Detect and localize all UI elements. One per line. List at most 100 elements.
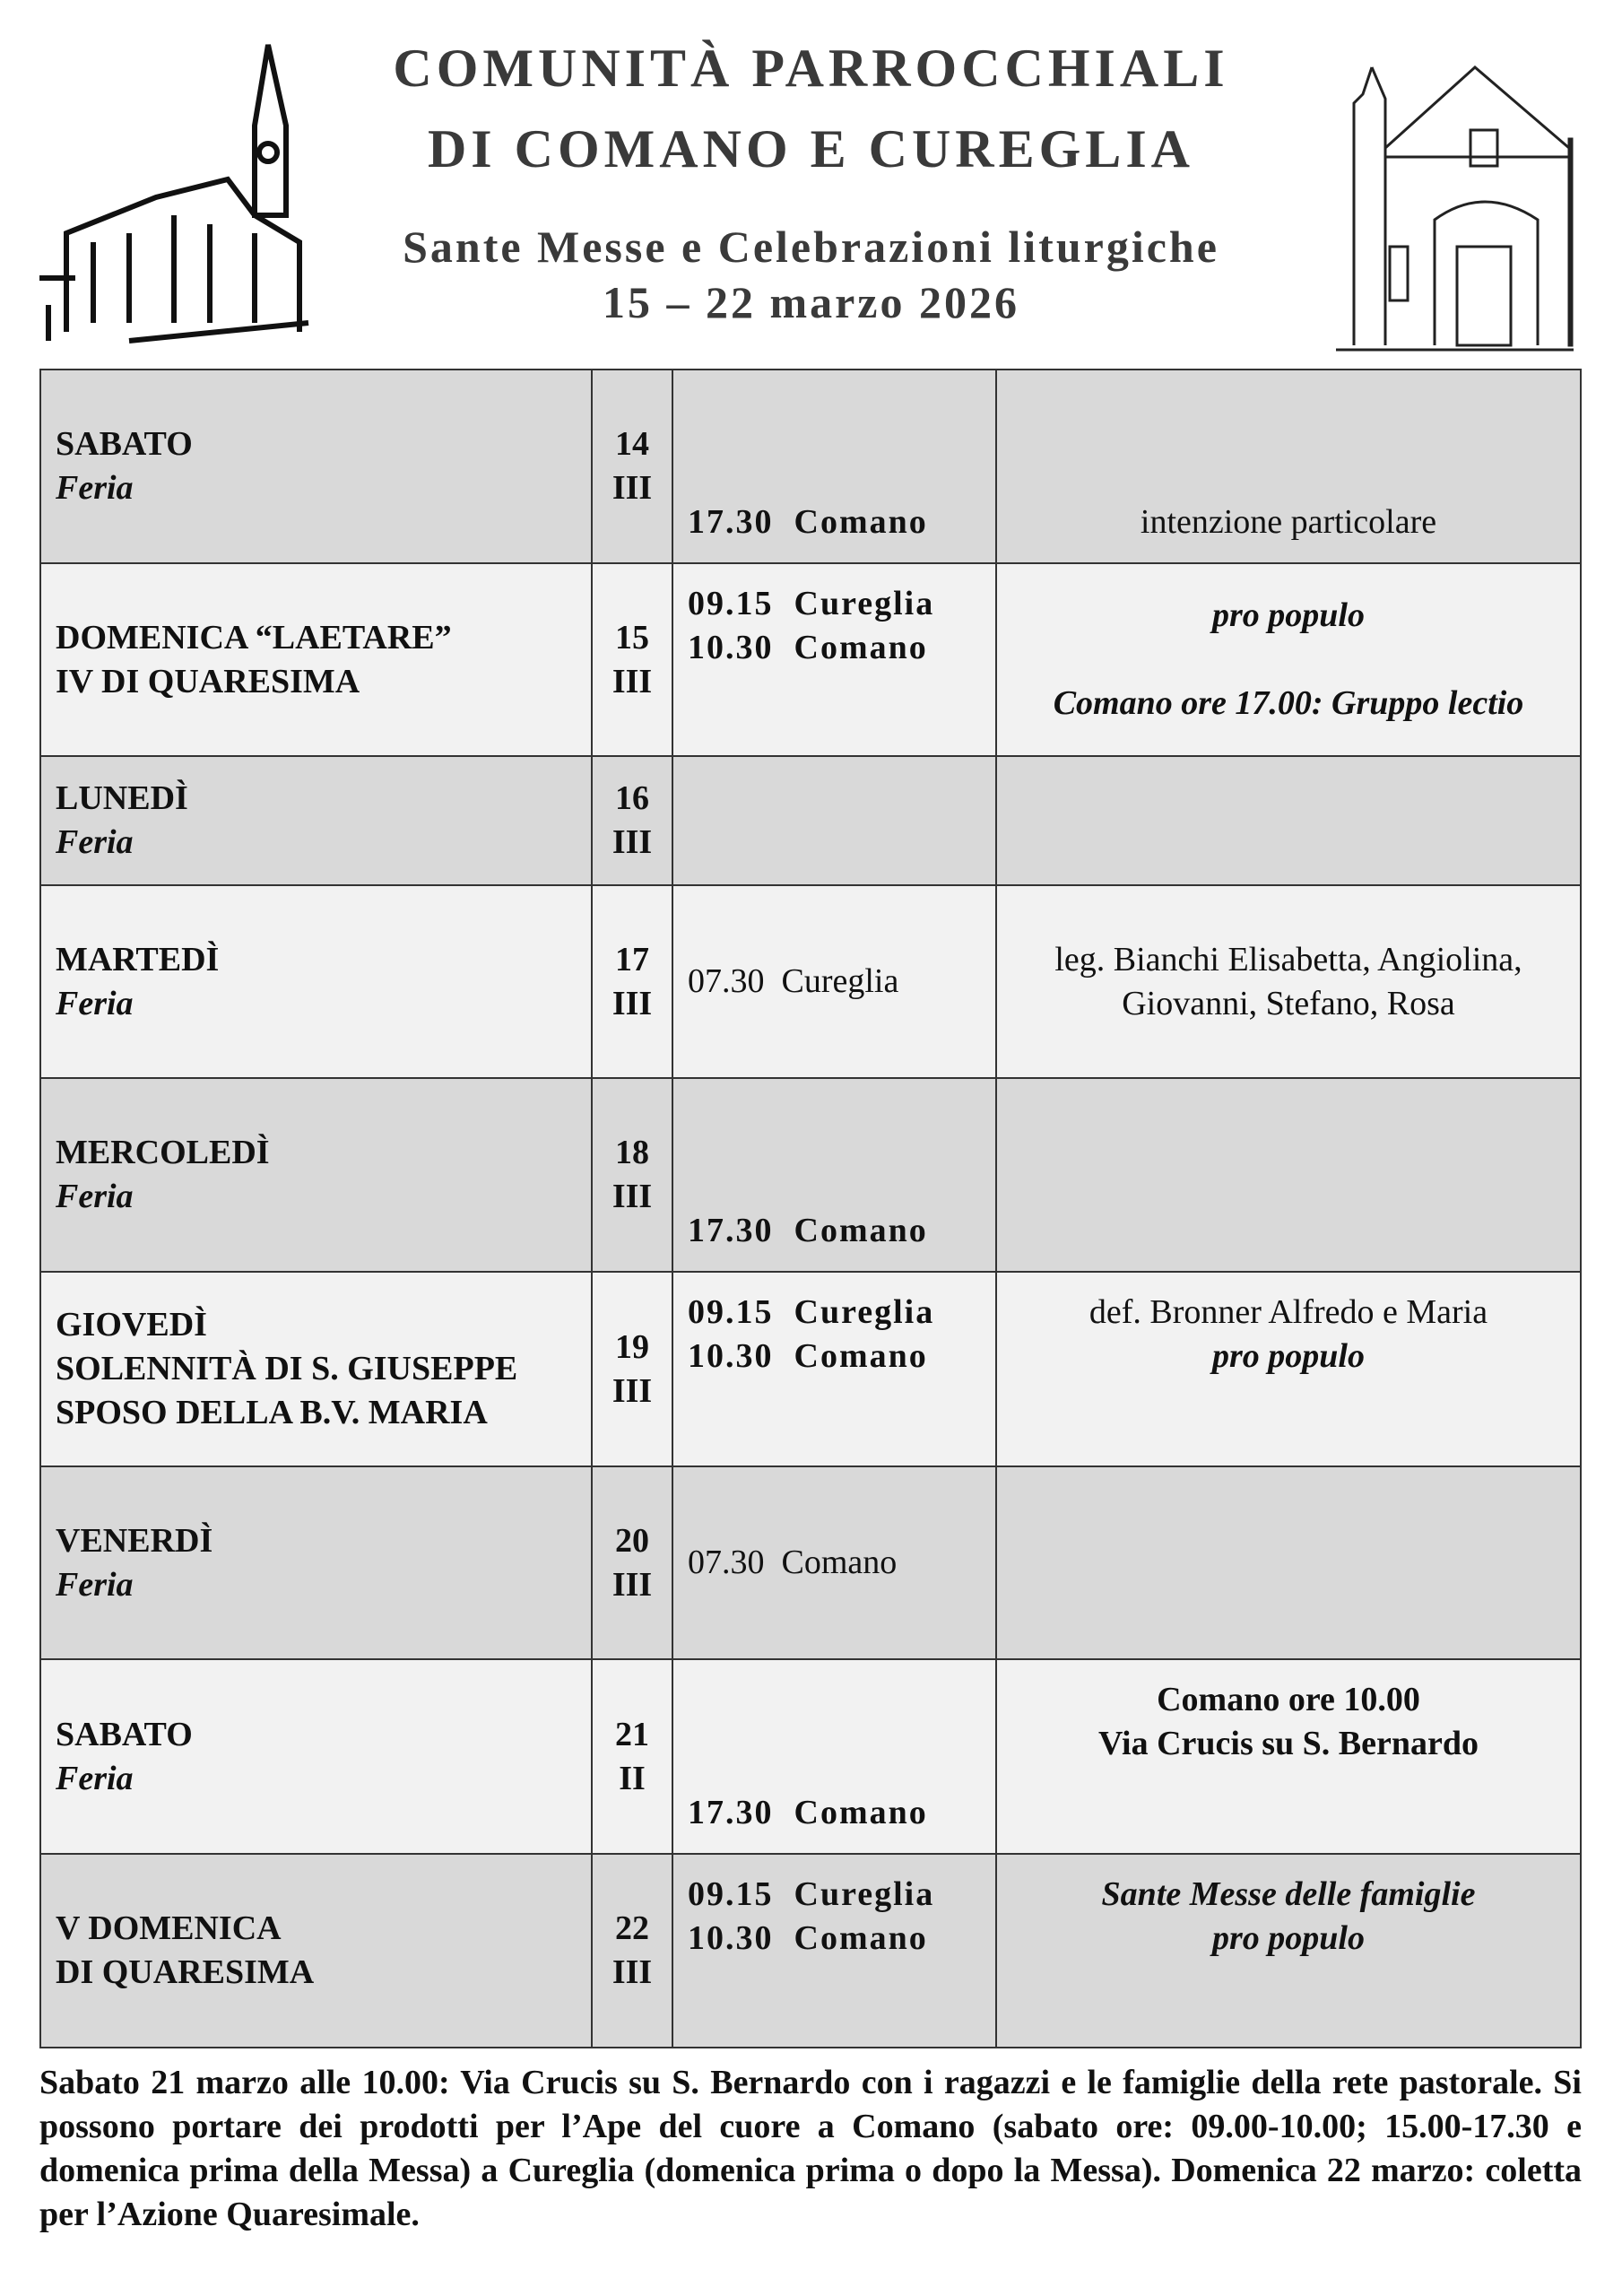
day-cell: SABATO Feria <box>39 369 593 564</box>
psalter-week: III <box>612 823 653 861</box>
day-cell: GIOVEDÌ SOLENNITÀ DI S. GIUSEPPE SPOSO DEL… <box>39 1271 593 1467</box>
day-cell: DOMENICA “LAETARE” IV DI QUARESIMA <box>39 562 593 757</box>
day-cell: VENERDÌ Feria <box>39 1465 593 1660</box>
note: pro populo <box>1212 1337 1365 1375</box>
table-row: V DOMENICA DI QUARESIMA 22 III 09.15 Cureg… <box>39 1853 1582 2048</box>
table-row: MERCOLEDÌ Feria 18 III 17.30 Comano <box>39 1077 1582 1273</box>
day-number: 19 <box>615 1327 649 1366</box>
psalter-week: III <box>612 984 653 1022</box>
note: leg. Bianchi Elisabetta, Angiolina, <box>1054 940 1522 978</box>
notes-cell <box>995 1077 1582 1273</box>
notes-cell: pro populo Comano ore 17.00: Gruppo lecti… <box>995 562 1582 757</box>
day-number: 18 <box>615 1134 649 1171</box>
day-name: MERCOLEDÌ <box>56 1134 270 1171</box>
psalter-week: III <box>612 1371 653 1410</box>
note: Giovanni, Stefano, Rosa <box>1122 984 1455 1022</box>
day-type: SOLENNITÀ DI S. GIUSEPPE <box>56 1350 518 1387</box>
times-cell <box>672 755 997 886</box>
note: Sante Messe delle famiglie <box>1101 1875 1476 1913</box>
note: pro populo <box>1212 596 1365 634</box>
times-cell: 09.15 Cureglia 10.30 Comano <box>672 1853 997 2048</box>
day-cell: SABATO Feria <box>39 1658 593 1855</box>
notes-cell: leg. Bianchi Elisabetta, Angiolina, Giova… <box>995 884 1582 1079</box>
notes-cell <box>995 755 1582 886</box>
notes-cell: Sante Messe delle famiglie pro populo <box>995 1853 1582 2048</box>
note: intenzione particolare <box>1140 503 1437 541</box>
mass-time: 09.15 Cureglia <box>688 1293 935 1331</box>
day-cell: MARTEDÌ Feria <box>39 884 593 1079</box>
date-cell: 14 III <box>591 369 673 564</box>
times-cell: 17.30 Comano <box>672 1077 997 1273</box>
day-type: Feria <box>56 469 134 507</box>
note: Comano ore 10.00 <box>1157 1681 1420 1718</box>
comano-church-illustration <box>39 44 309 344</box>
cureglia-church-illustration <box>1336 65 1574 352</box>
day-type: DI QUARESIMA <box>56 1953 315 1991</box>
date-cell: 19 III <box>591 1271 673 1467</box>
day-number: 17 <box>615 940 649 978</box>
mass-time: 07.30 Comano <box>688 1544 898 1581</box>
day-number: 15 <box>615 618 649 657</box>
psalter-week: III <box>612 1178 653 1215</box>
times-cell: 17.30 Comano <box>672 369 997 564</box>
table-row: SABATO Feria 21 II 17.30 Comano Comano ore… <box>39 1658 1582 1855</box>
day-cell: LUNEDÌ Feria <box>39 755 593 886</box>
table-row: GIOVEDÌ SOLENNITÀ DI S. GIUSEPPE SPOSO DEL… <box>39 1271 1582 1467</box>
day-number: 14 <box>615 425 649 463</box>
notes-cell <box>995 1465 1582 1660</box>
date-range: 15 – 22 marzo 2026 <box>602 277 1020 327</box>
day-type: Feria <box>56 1565 134 1604</box>
mass-time: 10.30 Comano <box>688 1337 928 1375</box>
notes-cell: intenzione particolare <box>995 369 1582 564</box>
day-type: SPOSO DELLA B.V. MARIA <box>56 1394 488 1431</box>
psalter-week: III <box>612 662 653 700</box>
day-name: DOMENICA “LAETARE” <box>56 618 452 657</box>
day-name: VENERDÌ <box>56 1521 213 1560</box>
mass-time: 09.15 Cureglia <box>688 1875 935 1913</box>
table-row: SABATO Feria 14 III 17.30 Comano intenzion… <box>39 369 1582 564</box>
day-number: 16 <box>615 779 649 817</box>
times-cell: 07.30 Cureglia <box>672 884 997 1079</box>
day-name: GIOVEDÌ <box>56 1306 207 1344</box>
note: Via Crucis su S. Bernardo <box>1097 1725 1479 1762</box>
schedule-table: SABATO Feria 14 III 17.30 Comano intenzion… <box>39 369 1582 2048</box>
date-cell: 17 III <box>591 884 673 1079</box>
date-cell: 20 III <box>591 1465 673 1660</box>
times-cell: 17.30 Comano <box>672 1658 997 1855</box>
psalter-week: III <box>612 469 653 507</box>
mass-time: 10.30 Comano <box>688 1919 928 1957</box>
day-type: IV DI QUARESIMA <box>56 662 360 700</box>
psalter-week: III <box>612 1565 653 1604</box>
mass-time: 17.30 Comano <box>688 1212 928 1249</box>
day-cell: MERCOLEDÌ Feria <box>39 1077 593 1273</box>
notes-cell: Comano ore 10.00 Via Crucis su S. Bernard… <box>995 1658 1582 1855</box>
day-number: 20 <box>615 1521 649 1560</box>
day-type: Feria <box>56 823 134 861</box>
date-cell: 18 III <box>591 1077 673 1273</box>
day-name: V DOMENICA <box>56 1909 282 1947</box>
table-row: VENERDÌ Feria 20 III 07.30 Comano <box>39 1465 1582 1660</box>
subtitle: Sante Messe e Celebrazioni liturgiche <box>403 222 1219 272</box>
day-name: SABATO <box>56 1715 193 1753</box>
day-cell: V DOMENICA DI QUARESIMA <box>39 1853 593 2048</box>
table-row: MARTEDÌ Feria 17 III 07.30 Cureglia leg. B… <box>39 884 1582 1079</box>
mass-time: 17.30 Comano <box>688 1794 928 1831</box>
date-cell: 21 II <box>591 1658 673 1855</box>
day-type: Feria <box>56 984 134 1022</box>
day-number: 21 <box>615 1715 649 1753</box>
notes-cell: def. Bronner Alfredo e Maria pro populo <box>995 1271 1582 1467</box>
title-line-1: COMUNITÀ PARROCCHIALI <box>393 39 1229 98</box>
day-type: Feria <box>56 1178 134 1215</box>
note: Comano ore 17.00: Gruppo lectio <box>1053 684 1524 722</box>
table-row: LUNEDÌ Feria 16 III <box>39 755 1582 886</box>
day-name: LUNEDÌ <box>56 779 188 817</box>
mass-time: 09.15 Cureglia <box>688 585 935 622</box>
table-row: DOMENICA “LAETARE” IV DI QUARESIMA 15 III … <box>39 562 1582 757</box>
mass-time: 07.30 Cureglia <box>688 962 899 1000</box>
note: pro populo <box>1212 1919 1365 1957</box>
title-line-2: DI COMANO E CUREGLIA <box>427 119 1195 178</box>
mass-time: 17.30 Comano <box>688 503 928 541</box>
day-name: MARTEDÌ <box>56 940 220 978</box>
note: def. Bronner Alfredo e Maria <box>1089 1293 1488 1331</box>
footer-notice: Sabato 21 marzo alle 10.00: Via Crucis s… <box>39 2064 1582 2233</box>
